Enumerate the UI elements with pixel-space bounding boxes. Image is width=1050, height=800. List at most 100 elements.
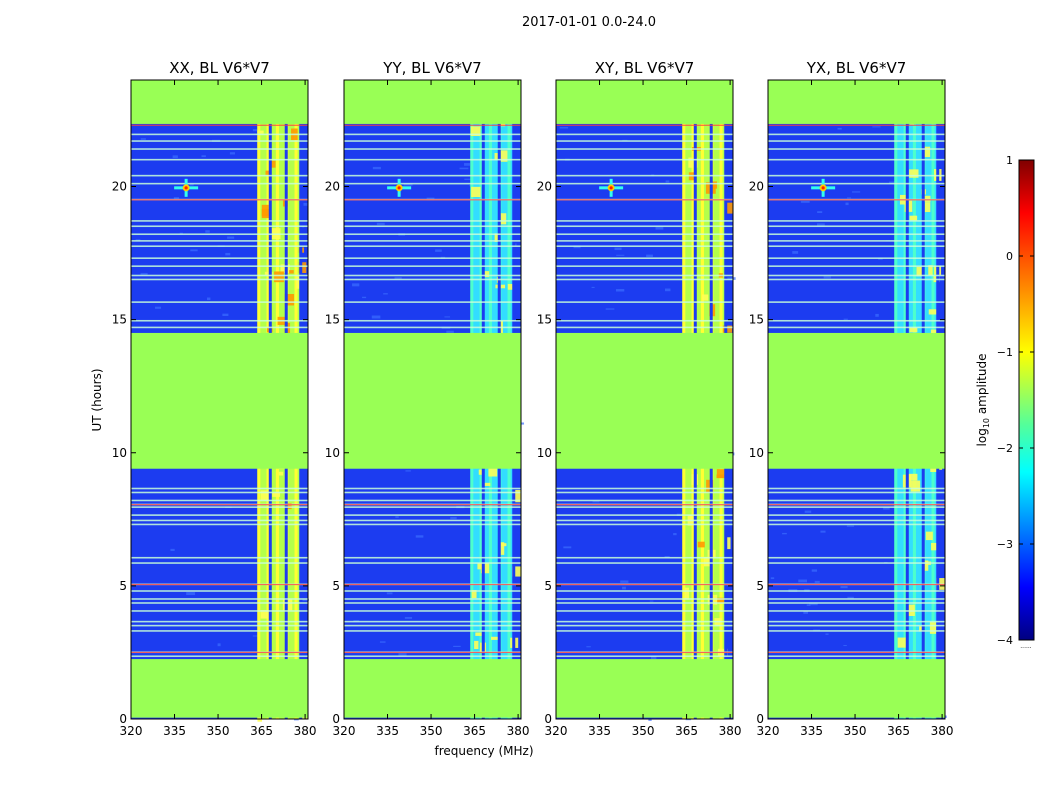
y-tick-label: 20 bbox=[112, 180, 127, 194]
noise-speck bbox=[843, 645, 847, 647]
flagged-range bbox=[556, 80, 733, 124]
flagged-line bbox=[344, 610, 521, 612]
flagged-line bbox=[768, 326, 945, 329]
noise-speck bbox=[464, 163, 471, 166]
flagged-line bbox=[344, 225, 521, 228]
flagged-line bbox=[131, 148, 308, 150]
noise-speck bbox=[303, 202, 308, 206]
flagged-line bbox=[131, 133, 308, 136]
red-line bbox=[131, 583, 308, 586]
red-line bbox=[556, 504, 733, 506]
flagged-line bbox=[131, 301, 308, 303]
rfi-hotspot bbox=[483, 482, 491, 486]
flagged-line bbox=[768, 225, 945, 228]
rfi-hotspot bbox=[264, 271, 273, 275]
flagged-line bbox=[344, 514, 521, 516]
red-line bbox=[768, 651, 945, 654]
flagged-range bbox=[768, 332, 945, 469]
flagged-line bbox=[131, 233, 308, 236]
flagged-line bbox=[556, 562, 733, 564]
noise-speck bbox=[173, 197, 180, 200]
flagged-line bbox=[344, 620, 521, 623]
flagged-range bbox=[768, 659, 945, 718]
noise-speck bbox=[845, 202, 849, 206]
source-peak bbox=[609, 186, 613, 190]
colorbar-tick-label: 1 bbox=[1006, 154, 1013, 167]
flagged-line bbox=[556, 514, 733, 516]
noise-speck bbox=[843, 318, 848, 320]
rfi-hotspot bbox=[923, 560, 929, 571]
noise-speck bbox=[404, 617, 413, 619]
noise-speck bbox=[646, 254, 653, 258]
x-tick-label: 350 bbox=[207, 724, 230, 738]
flagged-line bbox=[344, 491, 521, 494]
noise-speck bbox=[825, 633, 829, 635]
panel-frame bbox=[555, 79, 734, 720]
flagged-line bbox=[556, 225, 733, 228]
x-tick-label: 365 bbox=[250, 724, 273, 738]
flagged-line bbox=[556, 499, 733, 502]
rfi-hotspot bbox=[488, 465, 498, 477]
flagged-range bbox=[556, 659, 733, 718]
rfi-hotspot bbox=[296, 276, 302, 289]
colorbar-label: log10 amplitude bbox=[975, 354, 991, 447]
noise-speck bbox=[217, 643, 221, 647]
y-tick-label: 5 bbox=[332, 579, 340, 593]
noise-speck bbox=[685, 718, 692, 721]
rfi-hotspot bbox=[257, 130, 264, 134]
rfi-hotspot bbox=[697, 541, 705, 548]
noise-speck bbox=[883, 506, 890, 510]
x-tick-label: 320 bbox=[120, 724, 143, 738]
noise-speck bbox=[591, 286, 595, 288]
flagged-line bbox=[131, 220, 308, 222]
flagged-line bbox=[344, 240, 521, 242]
rfi-hotspot bbox=[261, 204, 269, 217]
noise-speck bbox=[847, 596, 854, 599]
flagged-line bbox=[768, 265, 945, 267]
rfi-hotspot bbox=[474, 640, 479, 650]
x-tick-label: 335 bbox=[163, 724, 186, 738]
flagged-line bbox=[556, 590, 733, 592]
flagged-line bbox=[768, 233, 945, 236]
flagged-line bbox=[344, 562, 521, 564]
red-line bbox=[344, 651, 521, 654]
noise-speck bbox=[622, 586, 626, 590]
rfi-hotspot bbox=[507, 283, 513, 290]
red-line bbox=[556, 651, 733, 654]
rfi-hotspot bbox=[919, 626, 924, 632]
flagged-line bbox=[131, 562, 308, 564]
noise-speck bbox=[800, 200, 810, 203]
x-tick-label: 335 bbox=[800, 724, 823, 738]
flagged-line bbox=[344, 506, 521, 508]
flagged-line bbox=[131, 655, 308, 658]
y-tick-label: 10 bbox=[112, 446, 127, 460]
y-tick-label: 15 bbox=[112, 313, 127, 327]
noise-speck bbox=[379, 641, 386, 643]
flagged-line bbox=[768, 506, 945, 508]
noise-speck bbox=[803, 610, 809, 614]
flagged-line bbox=[556, 245, 733, 248]
flagged-line bbox=[344, 630, 521, 632]
noise-speck bbox=[592, 501, 600, 503]
noise-speck bbox=[252, 635, 262, 637]
flagged-line bbox=[131, 225, 308, 228]
flagged-line bbox=[344, 220, 521, 222]
panel-frame bbox=[343, 79, 522, 720]
rfi-hotspot bbox=[711, 181, 718, 189]
panel-yx: YX, BL V6*V7 320 335 350 365 380 0 5 10 15 20 bbox=[749, 59, 954, 738]
flagged-line bbox=[131, 487, 308, 490]
rfi-hotspot bbox=[910, 480, 921, 492]
rfi-hotspot bbox=[512, 566, 522, 577]
noise-speck bbox=[847, 197, 852, 199]
flagged-line bbox=[131, 624, 308, 627]
noise-speck bbox=[383, 293, 388, 295]
noise-speck bbox=[586, 646, 591, 648]
red-line bbox=[556, 124, 733, 126]
noise-speck bbox=[852, 191, 861, 193]
red-line bbox=[131, 199, 308, 201]
rfi-hotspot bbox=[491, 636, 499, 640]
noise-speck bbox=[837, 127, 842, 130]
colorbar-gradient bbox=[1018, 159, 1035, 641]
noise-speck bbox=[395, 516, 399, 518]
rfi-hotspot bbox=[925, 531, 933, 541]
